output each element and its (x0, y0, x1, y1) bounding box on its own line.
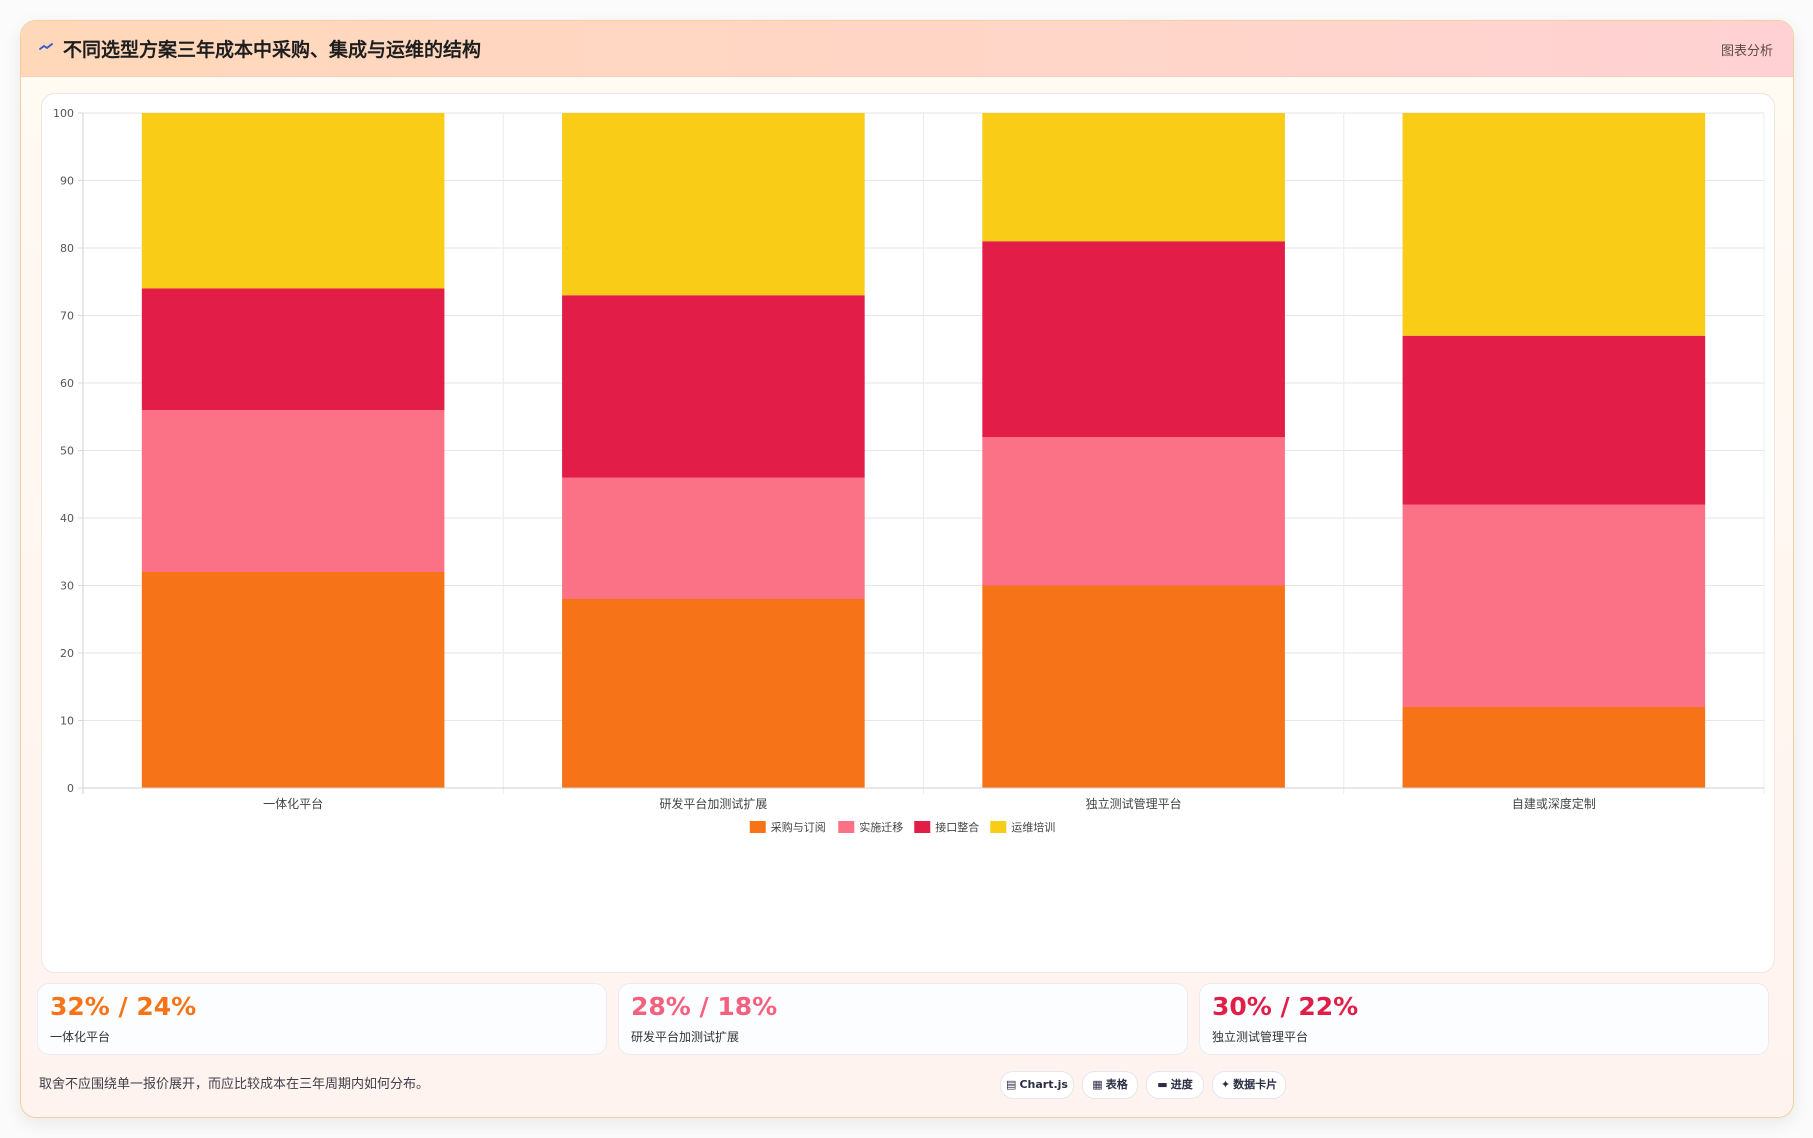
chart-panel: 0 10 20 30 40 50 60 70 80 90 100 一体化平台 研发平台加测试扩展 独立测试… (41, 93, 1775, 973)
trend-line-icon (39, 43, 53, 50)
bar-segment[interactable] (562, 113, 865, 296)
bar-segment[interactable] (562, 477, 865, 600)
legend-label[interactable]: 接口整合 (935, 820, 979, 834)
y-tick-label: 40 (60, 512, 74, 525)
pill-table[interactable]: ▦ 表格 (1082, 1071, 1138, 1099)
stat-value: 28% / 18% (631, 992, 778, 1021)
stat-value: 32% / 24% (50, 992, 197, 1021)
bar-segment[interactable] (1402, 113, 1706, 336)
legend-label[interactable]: 采购与订阅 (771, 820, 826, 834)
y-tick-label: 100 (53, 107, 74, 120)
stat-label: 独立测试管理平台 (1212, 1030, 1309, 1044)
bar-segment[interactable] (562, 295, 865, 478)
y-tick-label: 0 (67, 782, 74, 795)
pill-data-card[interactable]: ✦ 数据卡片 (1212, 1071, 1286, 1099)
stacked-bar-chart: 0 10 20 30 40 50 60 70 80 90 100 一体化平台 研发平台加测试扩展 独立测试… (53, 107, 1765, 834)
bar-segment[interactable] (141, 410, 445, 572)
pill-label: 进度 (1170, 1078, 1193, 1091)
bar-segment[interactable] (1402, 707, 1706, 788)
y-tick-label: 70 (60, 310, 74, 323)
chart-icon: ▤ (1006, 1078, 1017, 1091)
x-tick-label: 一体化平台 (263, 796, 323, 811)
bar-segment[interactable] (562, 599, 865, 788)
sparkle-icon: ✦ (1220, 1078, 1231, 1091)
y-tick-label: 90 (60, 175, 74, 188)
bar-segment[interactable] (982, 437, 1285, 586)
pill-progress[interactable]: ▬ 进度 (1146, 1071, 1204, 1099)
progress-icon: ▬ (1157, 1078, 1168, 1091)
stat-card-integrated-platform: 32% / 24% 一体化平台 (37, 983, 607, 1055)
chart-card: 不同选型方案三年成本中采购、集成与运维的结构 图表分析 0 10 20 30 40 50 6… (20, 20, 1794, 1118)
chart-analysis-badge: 图表分析 (1720, 44, 1773, 59)
legend-label[interactable]: 实施迁移 (859, 820, 903, 834)
legend-swatch[interactable] (914, 821, 931, 833)
bar-segment[interactable] (982, 241, 1285, 437)
bar-segment[interactable] (982, 585, 1285, 789)
legend-swatch[interactable] (990, 821, 1007, 833)
bar-segment[interactable] (141, 113, 445, 289)
pill-label: 表格 (1105, 1078, 1128, 1091)
stat-card-dev-platform-test-extension: 28% / 18% 研发平台加测试扩展 (618, 983, 1188, 1055)
x-tick-label: 独立测试管理平台 (1086, 796, 1182, 811)
bar-segment[interactable] (1402, 335, 1706, 505)
bar-segment[interactable] (141, 288, 445, 411)
y-tick-label: 50 (60, 445, 74, 458)
bar-segment[interactable] (141, 572, 445, 788)
bar-segment[interactable] (982, 113, 1285, 242)
y-tick-label: 60 (60, 377, 74, 390)
y-tick-label: 20 (60, 647, 74, 660)
x-tick-label: 研发平台加测试扩展 (659, 796, 767, 811)
legend-swatch[interactable] (838, 821, 855, 833)
pill-chartjs[interactable]: ▤ Chart.js (1000, 1071, 1074, 1099)
y-tick-label: 80 (60, 242, 74, 255)
y-tick-label: 10 (60, 715, 74, 728)
bar-segment[interactable] (1402, 504, 1706, 708)
footer-note: 取舍不应围绕单一报价展开，而应比较成本在三年周期内如何分布。 (39, 1077, 430, 1092)
chart-title: 不同选型方案三年成本中采购、集成与运维的结构 (63, 39, 482, 61)
legend-swatch[interactable] (749, 821, 766, 833)
table-icon: ▦ (1092, 1078, 1103, 1091)
x-tick-label: 自建或深度定制 (1512, 796, 1596, 811)
stat-value: 30% / 22% (1212, 992, 1359, 1021)
card-header: 不同选型方案三年成本中采购、集成与运维的结构 图表分析 (21, 21, 1793, 77)
pill-label: 数据卡片 (1233, 1078, 1278, 1091)
stat-card-standalone-test-management: 30% / 22% 独立测试管理平台 (1199, 983, 1769, 1055)
pill-label: Chart.js (1019, 1078, 1068, 1091)
legend-label[interactable]: 运维培训 (1011, 820, 1055, 834)
y-tick-label: 30 (60, 580, 74, 593)
stat-label: 一体化平台 (50, 1030, 111, 1044)
stat-label: 研发平台加测试扩展 (631, 1030, 740, 1044)
